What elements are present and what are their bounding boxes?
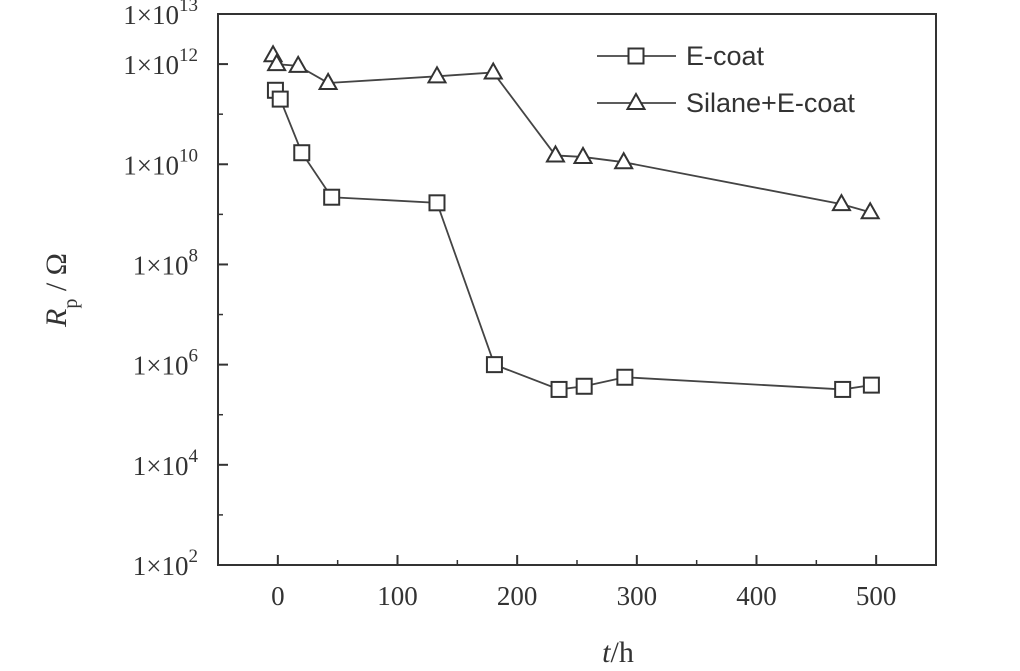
data-point-square <box>834 380 852 398</box>
y-tick-label: 1×104 <box>133 446 199 481</box>
data-point-triangle <box>613 151 634 170</box>
data-point-triangle <box>545 144 566 163</box>
data-point-triangle <box>266 53 287 72</box>
series-silane-e-coat <box>262 44 881 220</box>
series-line <box>274 89 872 391</box>
data-point-square <box>271 90 289 108</box>
legend-item: E-coat <box>597 41 765 71</box>
legend-label: Silane+E-coat <box>686 88 855 118</box>
data-point-square <box>627 47 645 65</box>
x-tick-label: 200 <box>497 581 538 611</box>
y-tick-label: 1×1012 <box>123 45 198 80</box>
data-point-triangle <box>859 201 881 220</box>
x-tick-label: 300 <box>617 581 658 611</box>
legend-label: E-coat <box>686 41 765 71</box>
x-axis-title: t/h <box>602 636 634 669</box>
x-tick-label: 500 <box>856 581 897 611</box>
data-point-triangle <box>625 91 647 110</box>
y-tick-label: 1×1013 <box>123 0 198 30</box>
data-point-square <box>293 144 311 162</box>
data-point-square <box>485 356 503 374</box>
x-tick-label: 100 <box>377 581 418 611</box>
data-point-triangle <box>287 54 309 73</box>
data-point-square <box>428 194 446 212</box>
y-tick-label: 1×108 <box>133 245 198 280</box>
data-point-triangle <box>426 65 448 84</box>
x-axis: 0 100 200 300 400 500 <box>271 555 896 611</box>
x-tick-label: 0 <box>271 581 285 611</box>
data-point-square <box>575 377 593 395</box>
x-tick-label: 400 <box>736 581 777 611</box>
data-point-square <box>323 188 341 206</box>
data-point-square <box>616 368 634 386</box>
series-e-coat <box>266 81 880 398</box>
data-point-triangle <box>317 71 339 90</box>
series-layer <box>262 44 881 398</box>
series-line <box>272 54 871 214</box>
y-axis-title: Rp / Ω <box>40 253 82 328</box>
legend: E-coat Silane+E-coat <box>597 41 855 118</box>
data-point-square <box>862 376 880 394</box>
legend-item: Silane+E-coat <box>597 88 855 118</box>
y-tick-label: 1×1010 <box>123 145 198 180</box>
data-point-triangle <box>572 145 594 164</box>
y-tick-label: 1×106 <box>133 346 198 381</box>
data-point-triangle <box>483 61 504 80</box>
data-point-triangle <box>831 193 852 212</box>
y-axis: 1×102 1×104 1×106 1×108 1×1010 1×1012 1×1013 <box>123 0 228 581</box>
data-point-square <box>550 380 568 398</box>
y-tick-label: 1×102 <box>133 546 198 581</box>
